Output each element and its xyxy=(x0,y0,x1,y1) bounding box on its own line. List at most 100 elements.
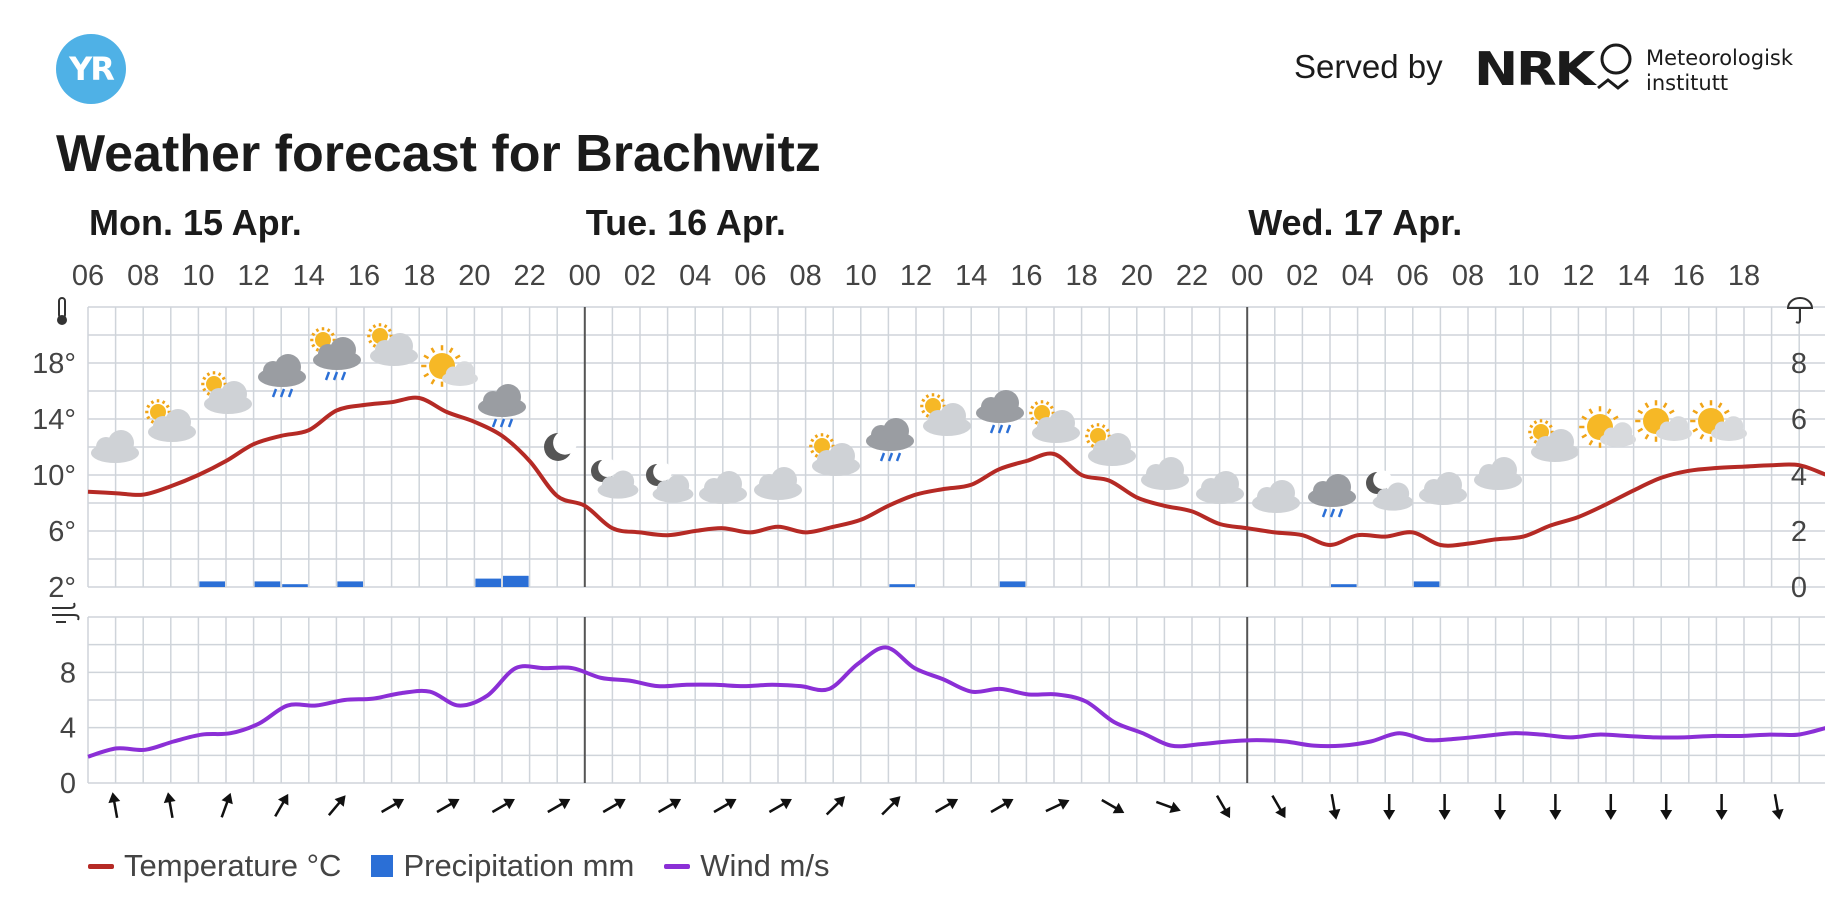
sun-ray xyxy=(1086,439,1091,444)
sun-ray xyxy=(383,324,388,329)
cloud-part xyxy=(1548,429,1574,455)
sun-ray xyxy=(311,343,316,348)
sun-ray xyxy=(1533,439,1538,444)
wind-arrow-icon xyxy=(1604,794,1617,820)
cloud-part xyxy=(1612,422,1633,442)
rain-drop xyxy=(507,418,514,428)
sun-ray xyxy=(1588,408,1594,415)
legend-wind-swatch xyxy=(664,863,691,869)
sun-ray xyxy=(1699,433,1705,440)
cloudy-icon xyxy=(1474,457,1522,490)
wind-arrow-head xyxy=(724,798,737,810)
wind-arrow-icon xyxy=(163,792,176,819)
sun-ray xyxy=(1692,427,1699,433)
wind-arrow-icon xyxy=(1660,794,1673,820)
hour-tick-label: 14 xyxy=(293,260,325,292)
wind-arrow-head xyxy=(1275,806,1286,819)
met-institute-logo-text[interactable]: Meteorologisk institutt xyxy=(1646,46,1793,96)
cloud-part xyxy=(221,381,247,407)
hour-tick-label: 16 xyxy=(348,260,380,292)
temp-tick-label: 10° xyxy=(32,460,76,492)
sun-disc xyxy=(372,328,388,344)
wind-arrow-head xyxy=(1438,810,1451,820)
wind-arrow-icon xyxy=(436,798,460,814)
sun-ray xyxy=(454,354,461,360)
wind-arrow-head xyxy=(1549,810,1562,820)
cloud-part xyxy=(1723,416,1744,436)
cloud-part xyxy=(275,354,301,380)
partly-cloudy-icon xyxy=(1029,400,1080,443)
page-title: Weather forecast for Brachwitz xyxy=(56,125,821,183)
sun-ray xyxy=(1030,416,1035,421)
moon-icon xyxy=(544,430,577,461)
temp-tick-label: 6° xyxy=(48,516,76,548)
cloud-part xyxy=(330,337,356,363)
served-by-label: Served by xyxy=(1294,48,1443,85)
cloud-part xyxy=(1213,471,1239,497)
sun-ray xyxy=(1644,433,1650,440)
hour-tick-label: 20 xyxy=(1121,260,1153,292)
wind-arrow-icon xyxy=(1045,798,1070,813)
sun-disc xyxy=(315,332,331,348)
sun-ray xyxy=(1101,424,1106,429)
wind-tick-label: 8 xyxy=(60,657,76,689)
sun-ray xyxy=(1529,424,1534,429)
hour-tick-label: 18 xyxy=(403,260,435,292)
cloudy-icon xyxy=(754,467,802,500)
wind-arrow-head xyxy=(780,798,792,810)
hour-tick-label: 12 xyxy=(1562,260,1594,292)
wind-arrow-head xyxy=(946,798,959,810)
legend-temperature-swatch xyxy=(88,863,114,869)
sun-ray xyxy=(825,434,830,439)
sun-ray xyxy=(1034,420,1039,425)
hour-tick-label: 08 xyxy=(1452,260,1484,292)
wind-arrow-icon xyxy=(380,798,405,814)
sun-ray xyxy=(810,449,815,454)
hour-tick-label: 00 xyxy=(569,260,601,292)
hour-tick-label: 08 xyxy=(789,260,821,292)
sun-ray xyxy=(1692,409,1699,415)
rain-drop xyxy=(895,452,902,462)
temp-tick-label: 14° xyxy=(32,404,76,436)
yr-logo[interactable]: YR xyxy=(56,34,126,104)
moon-cutout xyxy=(553,430,577,455)
nrk-logo[interactable]: NRK xyxy=(1474,42,1595,96)
wind-arrow-head xyxy=(334,795,346,807)
umbrella-icon xyxy=(1786,297,1814,324)
sun-ray xyxy=(368,339,373,344)
sun-ray xyxy=(448,347,454,354)
sun-ray xyxy=(221,376,226,381)
sun-ray xyxy=(423,354,430,360)
wind-arrow-head xyxy=(1219,806,1231,819)
wind-arrow-head xyxy=(1660,810,1673,820)
rain-drop xyxy=(332,371,339,381)
cloud-part xyxy=(495,384,521,410)
umbrella-canopy xyxy=(1786,297,1814,309)
wind-arrow-head xyxy=(221,792,233,805)
wind-arrow-head xyxy=(1494,810,1506,820)
hour-tick-label: 12 xyxy=(237,260,269,292)
cloudy-icon xyxy=(1419,472,1467,505)
grid-lines xyxy=(87,306,1825,784)
wind-arrow-icon xyxy=(1383,794,1396,820)
temperature-line xyxy=(87,395,1825,548)
sun-disc xyxy=(1090,428,1106,444)
wind-arrow-head xyxy=(1169,801,1181,814)
sun-ray xyxy=(1034,401,1039,406)
hour-tick-label: 16 xyxy=(1010,260,1042,292)
sun-ray xyxy=(315,347,320,352)
cloud-part xyxy=(940,403,966,429)
wind-arrow-head xyxy=(833,796,846,808)
rain-drop xyxy=(271,388,278,398)
partly-rain-icon xyxy=(310,327,361,381)
hour-tick-label: 00 xyxy=(1231,260,1263,292)
cloud-part xyxy=(1668,416,1689,436)
hour-tick-label: 04 xyxy=(679,260,711,292)
cloud-part xyxy=(1158,457,1184,483)
precip-tick-label: 2 xyxy=(1791,516,1807,548)
rain-drop xyxy=(340,371,347,381)
thermometer-icon xyxy=(57,297,67,325)
sun-disc xyxy=(206,376,222,392)
wind-arrow-icon xyxy=(1101,798,1125,814)
sun-ray xyxy=(1581,433,1588,439)
